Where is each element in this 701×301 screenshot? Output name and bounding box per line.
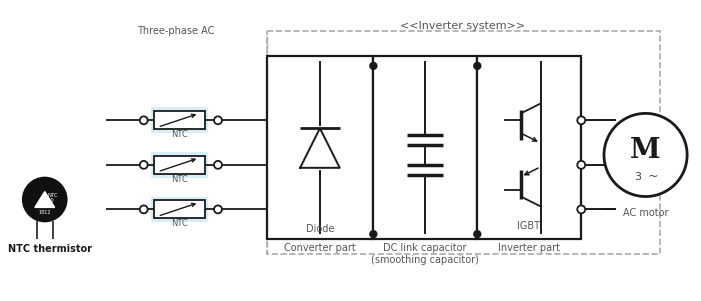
Bar — [154, 156, 205, 174]
Bar — [151, 197, 208, 222]
Text: <<Inverter system>>: <<Inverter system>> — [400, 21, 525, 31]
Bar — [151, 152, 208, 178]
Circle shape — [214, 161, 222, 169]
Text: M: M — [630, 137, 661, 163]
Text: Diode: Diode — [306, 224, 334, 234]
Bar — [268, 31, 660, 254]
Circle shape — [577, 206, 585, 213]
Bar — [477, 56, 581, 239]
Text: IGBT: IGBT — [517, 221, 540, 231]
Circle shape — [23, 178, 67, 221]
Circle shape — [214, 116, 222, 124]
Bar — [154, 111, 205, 129]
Text: NTC: NTC — [171, 130, 188, 139]
Bar — [268, 56, 374, 239]
Text: ~: ~ — [648, 170, 658, 183]
Circle shape — [604, 113, 687, 197]
Bar — [151, 107, 208, 133]
Text: NTC thermistor: NTC thermistor — [8, 244, 92, 254]
Circle shape — [474, 62, 481, 69]
Circle shape — [370, 231, 377, 237]
Polygon shape — [35, 191, 55, 207]
Text: NTC
10: NTC 10 — [48, 193, 58, 203]
Bar — [154, 200, 205, 218]
Text: 3: 3 — [634, 172, 641, 182]
Circle shape — [474, 231, 481, 237]
Circle shape — [139, 161, 148, 169]
Circle shape — [139, 206, 148, 213]
Text: 1812: 1812 — [39, 210, 51, 216]
Text: Three-phase AC: Three-phase AC — [137, 26, 214, 36]
Circle shape — [577, 116, 585, 124]
Text: DC link capacitor
(smoothing capacitor): DC link capacitor (smoothing capacitor) — [371, 243, 479, 265]
Text: NTC: NTC — [171, 175, 188, 184]
Text: NTC: NTC — [171, 219, 188, 228]
Circle shape — [577, 161, 585, 169]
Circle shape — [370, 62, 377, 69]
Circle shape — [214, 206, 222, 213]
Bar — [374, 56, 477, 239]
Text: Inverter part: Inverter part — [498, 243, 560, 253]
Text: AC motor: AC motor — [622, 208, 668, 219]
Polygon shape — [300, 128, 340, 168]
Text: Converter part: Converter part — [284, 243, 356, 253]
Circle shape — [139, 116, 148, 124]
